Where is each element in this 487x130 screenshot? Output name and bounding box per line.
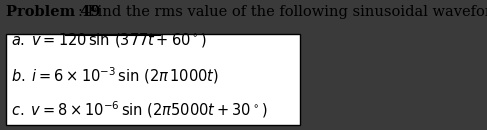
Text: $c.\; v = 8 \times 10^{-6}\,\sin\,(2\pi 5000t + 30^\circ)$: $c.\; v = 8 \times 10^{-6}\,\sin\,(2\pi … (11, 99, 267, 119)
Text: : Find the rms value of the following sinusoidal waveforms:: : Find the rms value of the following si… (78, 5, 487, 19)
Text: Problem 49: Problem 49 (6, 5, 100, 19)
Text: $b.\; i = 6 \times 10^{-3}\,\sin\,(2\pi\, 1000t)$: $b.\; i = 6 \times 10^{-3}\,\sin\,(2\pi\… (11, 65, 219, 86)
FancyBboxPatch shape (6, 34, 300, 125)
Text: $a.\; v = 120\,\sin\,(377t + 60^\circ)$: $a.\; v = 120\,\sin\,(377t + 60^\circ)$ (11, 31, 207, 49)
